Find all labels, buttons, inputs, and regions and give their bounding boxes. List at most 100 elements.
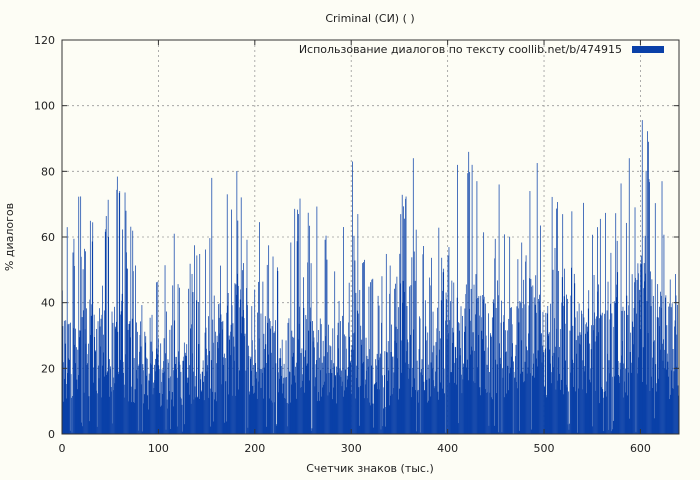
bar bbox=[571, 267, 572, 434]
bar bbox=[259, 368, 261, 434]
bar bbox=[345, 336, 347, 434]
bar bbox=[391, 324, 392, 434]
bar bbox=[127, 268, 128, 434]
bar bbox=[333, 363, 335, 434]
bar bbox=[636, 279, 638, 434]
bar bbox=[348, 322, 350, 434]
bar bbox=[363, 262, 365, 434]
bar bbox=[384, 407, 386, 434]
bar bbox=[563, 296, 565, 434]
bar bbox=[103, 310, 105, 434]
bar bbox=[558, 270, 559, 434]
bar bbox=[609, 319, 611, 434]
bar bbox=[257, 312, 258, 434]
bar bbox=[448, 333, 449, 434]
bar bbox=[663, 234, 665, 434]
bar bbox=[476, 299, 477, 434]
bar bbox=[131, 318, 133, 434]
bar bbox=[608, 360, 610, 434]
bar bbox=[79, 337, 81, 434]
bar bbox=[134, 402, 136, 434]
bar bbox=[459, 355, 461, 434]
bar bbox=[267, 354, 269, 434]
bar bbox=[460, 348, 461, 434]
bar bbox=[74, 265, 75, 434]
bar bbox=[344, 390, 346, 434]
bar bbox=[341, 386, 343, 434]
bar bbox=[322, 387, 324, 434]
bar bbox=[66, 384, 68, 434]
bar bbox=[429, 285, 431, 434]
bar bbox=[286, 402, 288, 434]
bar bbox=[514, 377, 516, 434]
bar bbox=[534, 377, 536, 434]
bar bbox=[96, 426, 98, 434]
bar bbox=[218, 317, 220, 434]
bar bbox=[141, 305, 143, 434]
bar bbox=[674, 326, 675, 434]
bar bbox=[312, 341, 314, 434]
bar bbox=[209, 350, 210, 434]
bar bbox=[166, 399, 168, 434]
bar bbox=[424, 390, 425, 434]
bar bbox=[502, 377, 504, 434]
bar bbox=[631, 274, 633, 434]
bar bbox=[575, 340, 577, 434]
bar bbox=[666, 353, 668, 434]
bar bbox=[255, 363, 257, 434]
bar bbox=[561, 277, 563, 434]
bar bbox=[558, 357, 560, 434]
bar bbox=[204, 332, 206, 434]
bar bbox=[381, 322, 382, 434]
bar bbox=[202, 371, 204, 434]
bar bbox=[338, 300, 340, 434]
bar bbox=[175, 363, 177, 434]
bar bbox=[509, 367, 511, 434]
bar bbox=[199, 373, 201, 434]
bar bbox=[620, 369, 621, 434]
bar bbox=[592, 330, 594, 434]
bar bbox=[592, 234, 593, 434]
legend-swatch bbox=[632, 46, 664, 53]
legend: Использование диалогов по тексту coollib… bbox=[299, 43, 664, 56]
bar bbox=[167, 408, 168, 434]
bar bbox=[283, 377, 284, 434]
bar bbox=[387, 380, 389, 434]
bar bbox=[241, 316, 243, 434]
bar bbox=[108, 237, 110, 434]
bar bbox=[642, 347, 644, 434]
bar bbox=[584, 371, 585, 434]
bar bbox=[481, 339, 483, 434]
bar bbox=[403, 291, 405, 434]
bar bbox=[151, 314, 153, 434]
bar bbox=[448, 247, 450, 434]
bar bbox=[638, 273, 639, 434]
bar bbox=[450, 372, 452, 434]
bar bbox=[495, 307, 497, 434]
bar bbox=[604, 313, 606, 434]
bar bbox=[603, 397, 605, 434]
bar bbox=[223, 364, 225, 434]
bar bbox=[320, 370, 322, 434]
bar bbox=[258, 338, 260, 434]
bar bbox=[478, 296, 480, 434]
bar bbox=[491, 397, 492, 434]
bar bbox=[158, 369, 160, 434]
bar bbox=[493, 425, 495, 434]
bar bbox=[591, 426, 593, 434]
bar bbox=[402, 280, 404, 434]
bar bbox=[571, 211, 573, 434]
bar bbox=[349, 362, 351, 434]
bar bbox=[163, 361, 164, 434]
bar bbox=[301, 386, 302, 434]
bar bbox=[314, 347, 315, 434]
bar bbox=[193, 399, 195, 434]
bar bbox=[222, 329, 223, 434]
bar bbox=[630, 332, 632, 434]
bar bbox=[579, 332, 581, 434]
bar bbox=[63, 362, 65, 434]
bar bbox=[472, 332, 474, 434]
bar bbox=[146, 358, 148, 434]
bar bbox=[560, 379, 562, 434]
bar-series bbox=[62, 120, 680, 435]
